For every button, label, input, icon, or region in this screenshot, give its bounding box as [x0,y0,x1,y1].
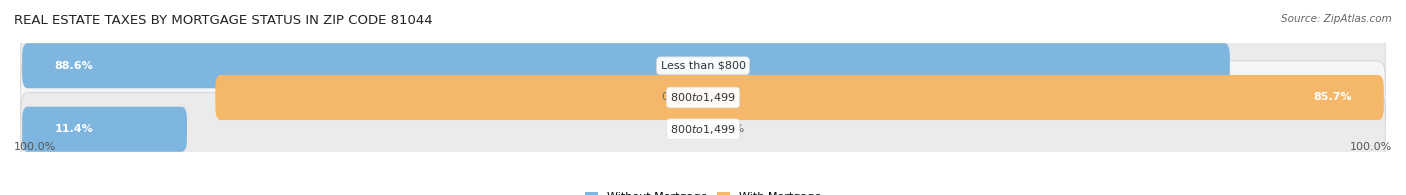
Text: Less than $800: Less than $800 [661,61,745,71]
Legend: Without Mortgage, With Mortgage: Without Mortgage, With Mortgage [581,187,825,195]
Text: 100.0%: 100.0% [14,142,56,152]
Text: $800 to $1,499: $800 to $1,499 [671,91,735,104]
Text: 0.0%: 0.0% [717,61,745,71]
FancyBboxPatch shape [21,93,1385,166]
Text: 11.4%: 11.4% [55,124,93,134]
FancyBboxPatch shape [22,43,1230,88]
FancyBboxPatch shape [215,75,1384,120]
Text: Source: ZipAtlas.com: Source: ZipAtlas.com [1281,14,1392,24]
Text: 0.0%: 0.0% [661,92,689,103]
FancyBboxPatch shape [21,29,1385,102]
Text: 85.7%: 85.7% [1313,92,1351,103]
Text: 0.0%: 0.0% [717,124,745,134]
FancyBboxPatch shape [22,107,187,152]
FancyBboxPatch shape [21,61,1385,134]
Text: 88.6%: 88.6% [55,61,93,71]
Text: 100.0%: 100.0% [1350,142,1392,152]
Text: $800 to $1,499: $800 to $1,499 [671,123,735,136]
Text: REAL ESTATE TAXES BY MORTGAGE STATUS IN ZIP CODE 81044: REAL ESTATE TAXES BY MORTGAGE STATUS IN … [14,14,433,27]
